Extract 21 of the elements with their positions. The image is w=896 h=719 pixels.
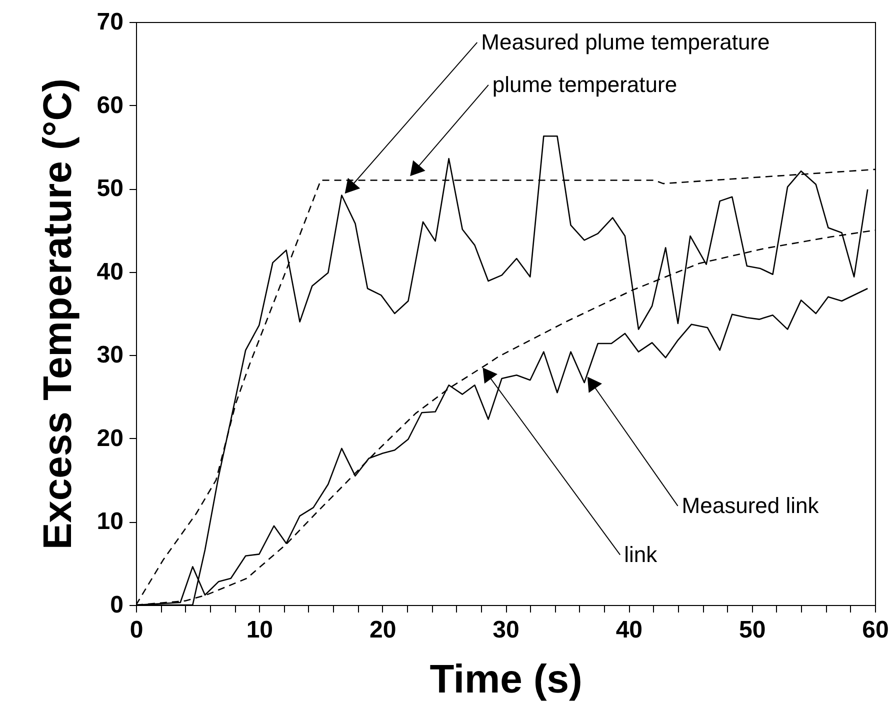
x-tick-label: 10	[246, 616, 274, 644]
y-tick-label: 30	[96, 342, 124, 369]
x-tick-label: 30	[492, 616, 520, 644]
x-tick-label: 40	[616, 616, 643, 644]
x-tick-label: 60	[862, 616, 889, 644]
x-tick-label: 50	[738, 616, 766, 644]
y-tick-label: 50	[96, 175, 124, 202]
annotation: plume temperature	[492, 72, 678, 97]
x-axis-title: Time (s)	[430, 658, 582, 702]
x-tick-label: 20	[369, 616, 396, 644]
annotation: Measured link	[682, 492, 820, 518]
annotation: Measured plume temperature	[481, 29, 770, 54]
y-tick-label: 70	[96, 8, 124, 36]
y-tick-label: 60	[96, 92, 124, 119]
y-tick-label: 40	[96, 258, 124, 286]
y-tick-label: 20	[96, 424, 124, 452]
annotation: link	[624, 542, 658, 567]
y-axis-title: Excess Temperature (°C)	[36, 78, 80, 550]
y-tick-label: 0	[110, 592, 124, 618]
y-tick-label: 10	[96, 508, 124, 536]
x-tick-label: 0	[130, 616, 144, 644]
